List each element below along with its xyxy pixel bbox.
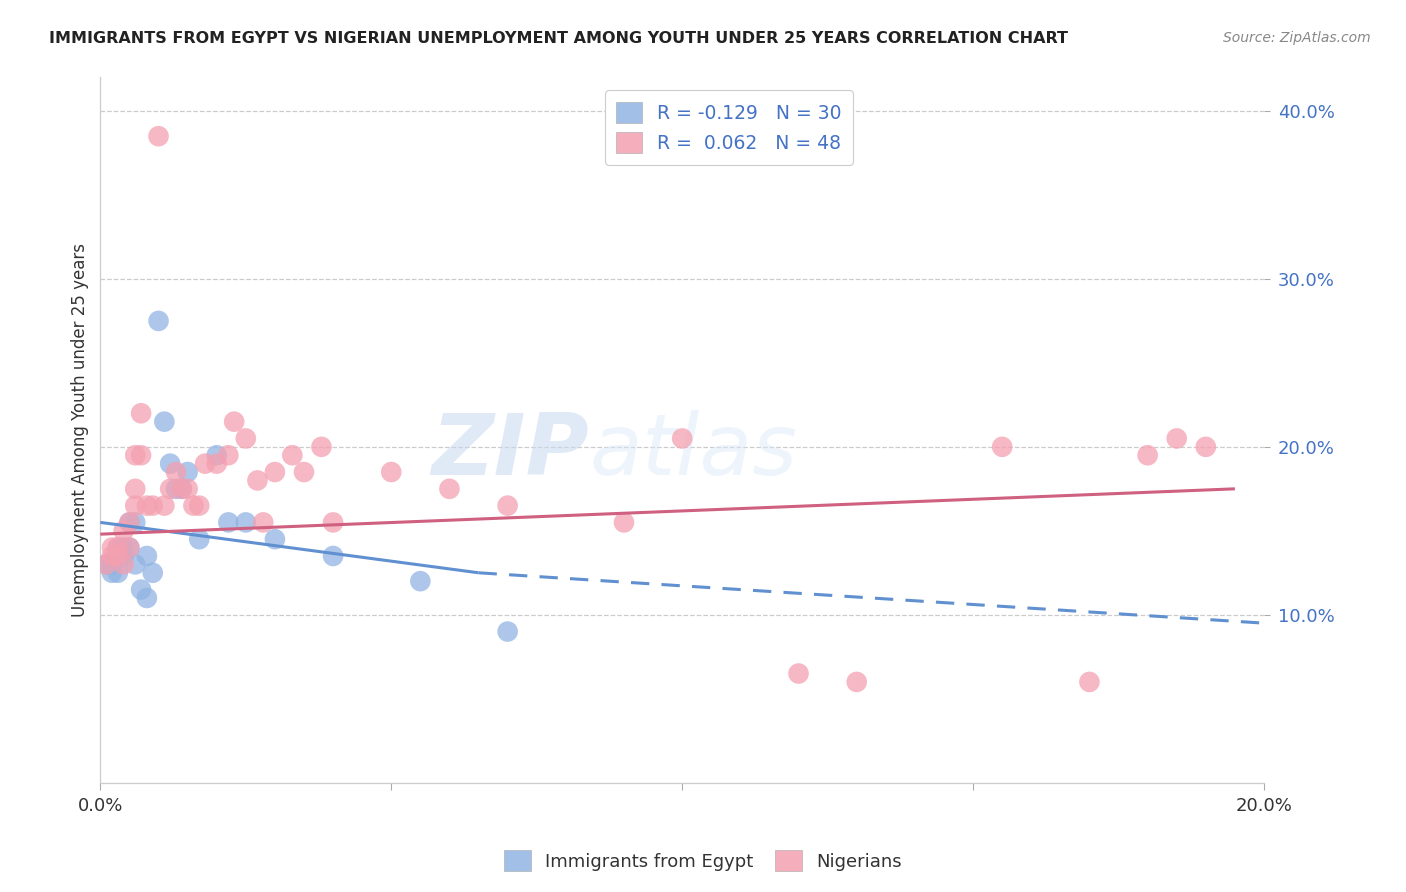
Point <box>112 558 135 572</box>
Point <box>380 465 402 479</box>
Point <box>96 558 118 572</box>
Point <box>118 541 141 555</box>
Point <box>252 516 274 530</box>
Point <box>235 432 257 446</box>
Point <box>112 549 135 563</box>
Point <box>112 524 135 538</box>
Point <box>322 516 344 530</box>
Point <box>292 465 315 479</box>
Point <box>101 566 124 580</box>
Point <box>613 516 636 530</box>
Point <box>135 549 157 563</box>
Point <box>246 474 269 488</box>
Point <box>176 465 198 479</box>
Point <box>264 532 287 546</box>
Point <box>1166 432 1188 446</box>
Point <box>107 549 129 563</box>
Point <box>107 566 129 580</box>
Point <box>787 666 810 681</box>
Point <box>311 440 333 454</box>
Point <box>129 448 152 462</box>
Point <box>188 532 211 546</box>
Point <box>107 541 129 555</box>
Legend: R = -0.129   N = 30, R =  0.062   N = 48: R = -0.129 N = 30, R = 0.062 N = 48 <box>605 90 853 165</box>
Point <box>142 566 165 580</box>
Point <box>153 415 176 429</box>
Point <box>439 482 461 496</box>
Point <box>101 558 124 572</box>
Point <box>281 448 304 462</box>
Point <box>118 516 141 530</box>
Point <box>496 499 519 513</box>
Point <box>101 541 124 555</box>
Point <box>1195 440 1218 454</box>
Point <box>124 448 146 462</box>
Point <box>322 549 344 563</box>
Point <box>671 432 693 446</box>
Point <box>165 482 187 496</box>
Text: ZIP: ZIP <box>432 409 589 492</box>
Text: atlas: atlas <box>589 409 797 492</box>
Point <box>96 558 118 572</box>
Point <box>165 465 187 479</box>
Y-axis label: Unemployment Among Youth under 25 years: Unemployment Among Youth under 25 years <box>72 243 89 617</box>
Point <box>124 558 146 572</box>
Point <box>845 674 868 689</box>
Point <box>991 440 1014 454</box>
Point <box>124 516 146 530</box>
Point <box>112 541 135 555</box>
Point <box>205 448 228 462</box>
Point <box>183 499 205 513</box>
Point <box>118 516 141 530</box>
Point <box>148 314 170 328</box>
Text: Source: ZipAtlas.com: Source: ZipAtlas.com <box>1223 31 1371 45</box>
Point <box>124 499 146 513</box>
Point <box>153 499 176 513</box>
Point <box>148 129 170 144</box>
Point <box>107 541 129 555</box>
Point <box>235 516 257 530</box>
Point <box>142 499 165 513</box>
Point <box>159 457 181 471</box>
Point <box>118 541 141 555</box>
Point <box>409 574 432 589</box>
Point <box>224 415 246 429</box>
Point <box>1136 448 1159 462</box>
Point <box>217 448 239 462</box>
Point <box>176 482 198 496</box>
Point <box>159 482 181 496</box>
Point <box>129 406 152 420</box>
Point <box>194 457 217 471</box>
Point <box>205 457 228 471</box>
Point <box>170 482 193 496</box>
Point <box>1078 674 1101 689</box>
Point <box>129 582 152 597</box>
Point <box>107 549 129 563</box>
Legend: Immigrants from Egypt, Nigerians: Immigrants from Egypt, Nigerians <box>496 843 910 879</box>
Point <box>496 624 519 639</box>
Point <box>101 549 124 563</box>
Text: IMMIGRANTS FROM EGYPT VS NIGERIAN UNEMPLOYMENT AMONG YOUTH UNDER 25 YEARS CORREL: IMMIGRANTS FROM EGYPT VS NIGERIAN UNEMPL… <box>49 31 1069 46</box>
Point <box>124 482 146 496</box>
Point <box>217 516 239 530</box>
Point <box>188 499 211 513</box>
Point <box>135 499 157 513</box>
Point <box>264 465 287 479</box>
Point <box>135 591 157 605</box>
Point <box>170 482 193 496</box>
